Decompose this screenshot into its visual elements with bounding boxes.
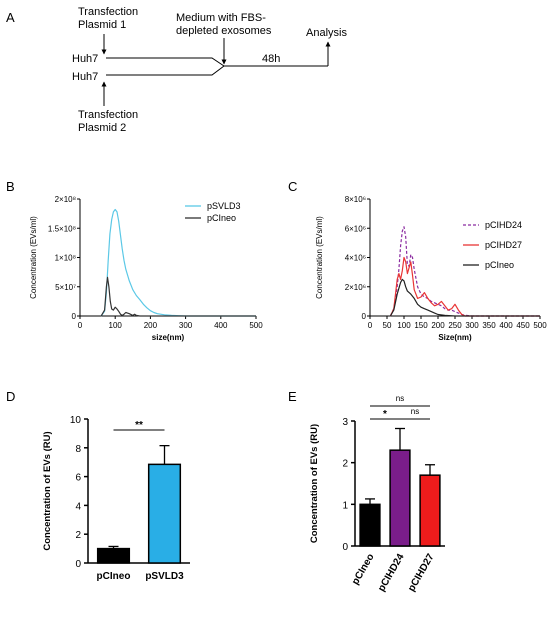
x-tick-label: 300 [179,321,193,330]
category-label: pCIneo [97,571,131,582]
panel-a: A Transfection Plasmid 1 Huh7 Huh7 Trans… [6,6,347,134]
y-tick-label: 0 [72,312,77,321]
timeline-bottom [106,65,225,76]
x-tick-label: 500 [249,321,263,330]
x-tick-label: 150 [414,321,428,330]
legend-label-pCIHD24: pCIHD24 [485,220,522,230]
y-tick-label: 1.5×10⁸ [48,224,76,233]
y-tick-label: 2 [75,530,81,541]
label-ns-right: ns [411,407,419,416]
y-tick-label: 2×10⁸ [55,195,76,204]
category-label: pCIneo [350,552,376,587]
legend-label-pCIHD27: pCIHD27 [485,240,522,250]
x-tick-label: 350 [482,321,496,330]
y-tick-label: 2 [342,459,348,470]
transfection-1-line1: Transfection [78,6,138,18]
x-tick-label: 250 [448,321,462,330]
series-line-pSVLD3 [100,208,256,317]
y-axis-title: Concentration (EVs/ml) [29,216,38,299]
x-tick-label: 100 [109,321,123,330]
y-tick-label: 3 [342,417,348,428]
x-axis-title: Size(nm) [438,333,472,342]
y-tick-label: 0 [75,559,81,570]
category-label: pSVLD3 [145,571,184,582]
y-axis-title: Concentration of EVs (RU) [309,424,320,543]
x-tick-label: 0 [368,321,373,330]
x-tick-label: 400 [214,321,228,330]
cell-line-bottom: Huh7 [72,71,98,83]
panel-c-label: C [288,179,297,194]
legend-label-pCIneo: pCIneo [207,213,236,223]
y-tick-label: 5×10⁷ [55,283,76,292]
duration-label: 48h [262,53,280,65]
analysis-label: Analysis [306,27,347,39]
bar-pSVLD3 [147,463,182,564]
chart-c: 0 50 100 150 200 250 300 350 400 450 500 0 2×10⁶ 4×10… [315,195,547,342]
y-tick-label: 0 [362,312,367,321]
bar-pCIHD27 [419,474,441,547]
transfection-2-line2: Plasmid 2 [78,122,126,134]
category-label: pCIHD24 [376,552,407,594]
panel-d-label: D [6,389,15,404]
timeline-top [106,57,225,67]
cell-line-top: Huh7 [72,53,98,65]
x-tick-label: 50 [383,321,392,330]
x-tick-label: 300 [465,321,479,330]
series-line-pCIneo [100,276,256,317]
y-tick-label: 8 [75,444,81,455]
y-axis-title: Concentration (EVs/ml) [315,216,324,299]
bar-pCIneo [359,503,381,547]
chart-b: 0 100 200 300 400 500 0 5×10⁷ 1×10⁸ 1.5×10⁸ 2×10⁸ s… [29,195,263,342]
bar-pCIHD24 [389,449,411,547]
y-tick-label: 6×10⁶ [345,224,366,233]
y-tick-label: 1×10⁸ [55,254,76,263]
legend-label-pSVLD3: pSVLD3 [207,201,241,211]
bar-pCIneo [96,547,131,564]
x-tick-label: 500 [533,321,547,330]
y-axis-title: Concentration of EVs (RU) [42,431,53,550]
significance-label: ** [135,420,143,431]
series-line-pCIHD27 [389,256,540,317]
legend-label-pCIneo: pCIneo [485,260,514,270]
panel-b-label: B [6,179,15,194]
panel-a-label: A [6,10,15,25]
transfection-1-line2: Plasmid 1 [78,19,126,31]
y-tick-label: 1 [342,500,348,511]
transfection-2-line1: Transfection [78,109,138,121]
medium-line2: depleted exosomes [176,25,272,37]
y-tick-label: 10 [70,415,82,426]
y-tick-label: 8×10⁶ [345,195,366,204]
label-star: * [383,409,387,420]
medium-line1: Medium with FBS- [176,12,266,24]
y-tick-label: 0 [342,542,348,553]
x-tick-label: 100 [397,321,411,330]
x-tick-label: 450 [516,321,530,330]
y-tick-label: 4 [75,501,81,512]
x-axis-title: size(nm) [152,333,185,342]
label-ns-top: ns [396,394,404,403]
y-tick-label: 2×10⁶ [345,283,366,292]
chart-d: 0 2 4 6 8 10 Concentration of EVs (RU) pCIneo pS… [42,415,190,582]
x-tick-label: 200 [431,321,445,330]
series-line-pCIneo [389,278,540,317]
category-label: pCIHD27 [406,552,437,594]
x-tick-label: 200 [144,321,158,330]
y-tick-label: 6 [75,473,81,484]
y-tick-label: 4×10⁶ [345,254,366,263]
panel-e-label: E [288,389,297,404]
x-tick-label: 0 [78,321,83,330]
x-tick-label: 400 [499,321,513,330]
